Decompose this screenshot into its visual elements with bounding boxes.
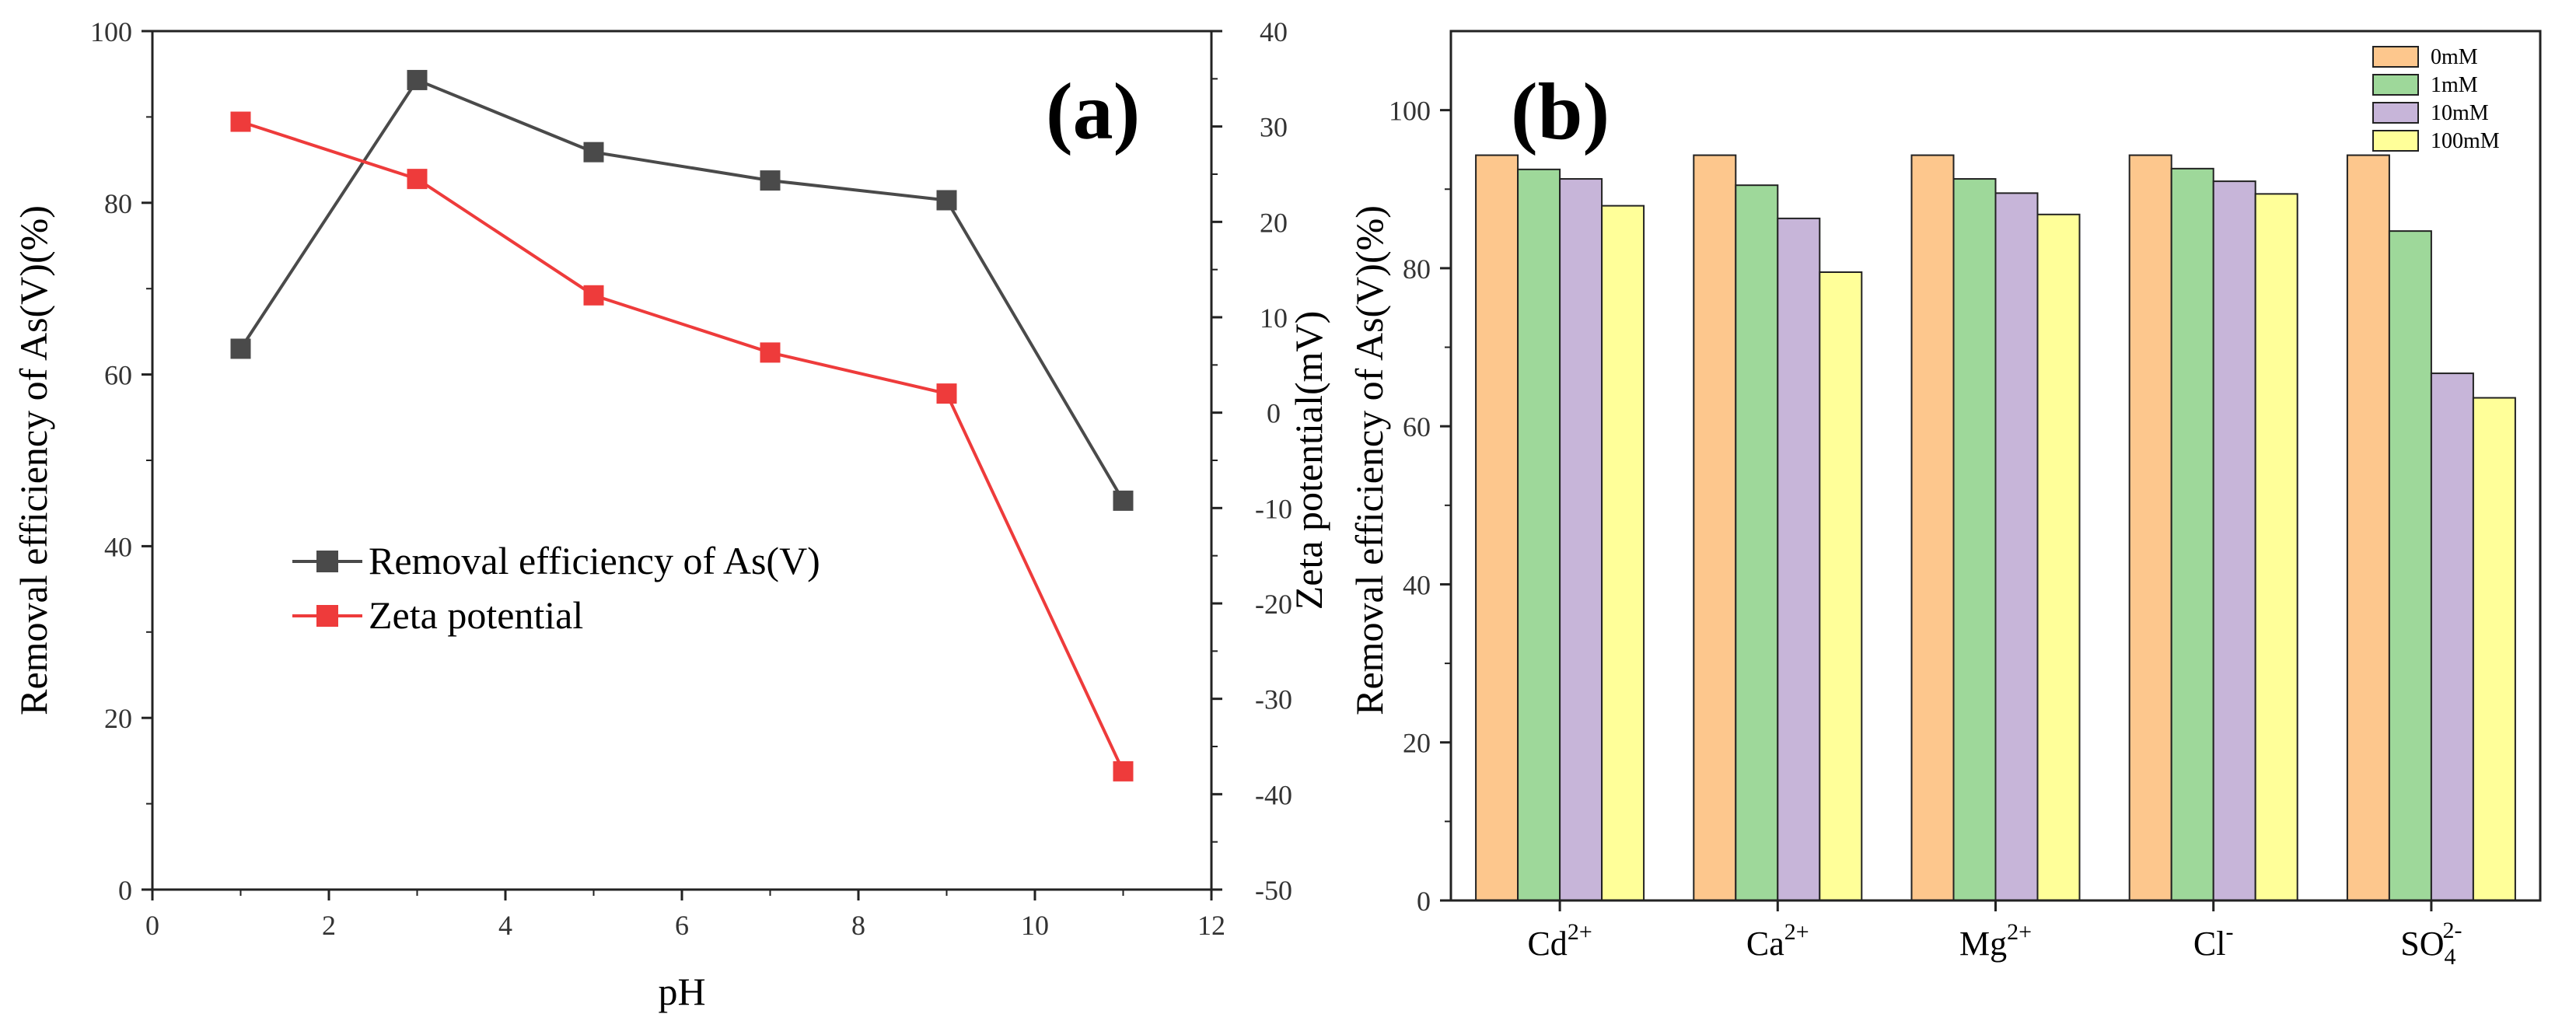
data-point-removal — [407, 69, 428, 90]
a-y-tick-label: 0 — [118, 875, 132, 906]
bar-0mM-Ca — [1693, 154, 1737, 901]
panel-b-y-axis: 0 20 40 60 80 100 — [1389, 96, 1451, 917]
panel-b-label: (b) — [1511, 67, 1610, 156]
a-y2-tick-label: 10 — [1260, 302, 1288, 334]
data-point-zeta — [760, 342, 781, 363]
a-y-tick-label: 80 — [104, 188, 132, 219]
a-x-tick-label: 10 — [1021, 910, 1049, 941]
legend-label-10mM: 10mM — [2431, 101, 2489, 125]
data-point-removal — [936, 190, 957, 211]
a-x-tick-label: 6 — [675, 910, 689, 941]
panel-a-right-y-axis: -50 -40 -30 -20 -10 0 10 20 30 40 — [1211, 16, 1292, 906]
panel-a-x-axis-title: pH — [658, 970, 705, 1013]
data-point-removal — [760, 170, 781, 191]
a-y2-tick-label: 0 — [1267, 398, 1281, 429]
bar-10mM-Mg — [1994, 192, 2039, 901]
bar-100mM-SO — [2472, 397, 2516, 901]
bar-10mM-Ca — [1777, 217, 1821, 901]
panel-a-plot-frame — [151, 30, 1213, 891]
a-x-tick-label: 2 — [322, 910, 336, 941]
b-y-tick-label: 0 — [1417, 886, 1431, 917]
a-y2-tick-label: 40 — [1260, 16, 1288, 47]
legend-marker-removal — [316, 551, 338, 572]
bar-100mM-Ca — [1819, 271, 1863, 901]
data-point-zeta — [936, 383, 957, 404]
panel-a-left-y-axis: 0 20 40 60 80 100 — [90, 16, 152, 906]
panel-a-x-axis: 0 2 4 6 8 10 12 — [145, 890, 1225, 941]
a-x-tick-label: 4 — [498, 910, 512, 941]
a-y-tick-label: 40 — [104, 531, 132, 562]
legend-label-100mM: 100mM — [2431, 129, 2500, 153]
b-y-tick-label: 20 — [1403, 728, 1431, 759]
bar-100mM-Mg — [2036, 213, 2081, 901]
data-point-zeta — [1113, 761, 1134, 781]
legend-swatch-100mM — [2372, 130, 2419, 152]
bar-0mM-Cl — [2128, 154, 2172, 901]
legend-marker-zeta — [316, 605, 338, 627]
data-point-zeta — [583, 285, 604, 306]
b-y-tick-label: 60 — [1403, 411, 1431, 442]
a-x-tick-label: 0 — [145, 910, 159, 941]
category-label: Ca2+ — [1746, 919, 1809, 963]
panel-b-x-axis: Cd2+ Ca2+ Mg2+ Cl- SO42- — [1527, 900, 2462, 970]
panel-b-bars — [1475, 154, 2516, 902]
legend-swatch-10mM — [2372, 102, 2419, 124]
data-point-removal — [1113, 490, 1134, 511]
legend-label-1mM: 1mM — [2431, 73, 2478, 97]
category-label: Cd2+ — [1527, 919, 1592, 963]
data-point-zeta — [407, 169, 428, 190]
series-line-removal — [239, 78, 1125, 502]
legend-label-zeta: Zeta potential — [369, 593, 583, 637]
bar-0mM-Mg — [1910, 154, 1955, 901]
a-x-tick-label: 8 — [851, 910, 865, 941]
legend-label-0mM: 0mM — [2431, 45, 2478, 69]
a-x-tick-label: 12 — [1197, 910, 1225, 941]
b-y-tick-label: 100 — [1389, 96, 1431, 127]
panel-b-y-axis-title: Removal efficiency of As(V)(%) — [1347, 205, 1391, 715]
category-label: SO42- — [2400, 918, 2462, 970]
bar-100mM-Cl — [2254, 193, 2298, 901]
b-y-tick-label: 40 — [1403, 569, 1431, 600]
a-y2-tick-label: -50 — [1255, 875, 1292, 906]
bar-10mM-Cl — [2212, 180, 2256, 902]
legend-swatch-1mM — [2372, 74, 2419, 96]
panel-a-series — [230, 69, 1134, 781]
a-y2-tick-label: -30 — [1255, 684, 1292, 715]
panel-b-bar-chart: 0 20 40 60 80 100 Cd2+ Ca2+ Mg2+ Cl- SO42- (b) Re… — [1347, 30, 2542, 970]
category-label: Mg2+ — [1959, 919, 2032, 963]
bar-1mM-Mg — [1952, 178, 1997, 901]
bar-1mM-SO — [2388, 230, 2432, 901]
a-y2-tick-label: 20 — [1260, 207, 1288, 238]
panel-a-left-y-axis-title: Removal efficiency of As(V)(%) — [12, 205, 55, 715]
a-y-tick-label: 20 — [104, 703, 132, 734]
legend-swatch-0mM — [2372, 46, 2419, 68]
panel-b-legend: 0mM 1mM 10mM 100mM — [2372, 45, 2500, 153]
a-y-tick-label: 100 — [90, 16, 132, 47]
data-point-removal — [583, 142, 604, 163]
a-y-tick-label: 60 — [104, 360, 132, 391]
legend-label-removal: Removal efficiency of As(V) — [369, 539, 820, 582]
panel-a-line-chart: 0 2 4 6 8 10 12 0 20 40 60 80 100 -50 -40 -30 -20 -10 0 1… — [12, 16, 1330, 1013]
bar-0mM-SO — [2346, 154, 2390, 901]
a-y2-tick-label: 30 — [1260, 112, 1288, 143]
bar-1mM-Cd — [1517, 168, 1561, 901]
a-y2-tick-label: -20 — [1255, 589, 1292, 620]
data-point-removal — [230, 338, 251, 359]
panel-a-right-y-axis-title: Zeta potential(mV) — [1287, 311, 1330, 610]
bar-1mM-Ca — [1735, 184, 1779, 901]
bar-0mM-Cd — [1475, 154, 1519, 901]
b-y-tick-label: 80 — [1403, 254, 1431, 285]
bar-10mM-Cd — [1559, 178, 1603, 901]
category-label: Cl- — [2193, 919, 2234, 963]
data-point-zeta — [230, 111, 251, 132]
series-line-zeta — [239, 120, 1125, 772]
bar-100mM-Cd — [1601, 205, 1645, 901]
bar-10mM-SO — [2430, 372, 2474, 901]
a-y2-tick-label: -40 — [1255, 779, 1292, 810]
bar-1mM-Cl — [2170, 167, 2214, 901]
panel-a-legend: Removal efficiency of As(V) Zeta potenti… — [292, 539, 820, 637]
panel-a-label: (a) — [1046, 67, 1140, 156]
a-y2-tick-label: -10 — [1255, 493, 1292, 524]
